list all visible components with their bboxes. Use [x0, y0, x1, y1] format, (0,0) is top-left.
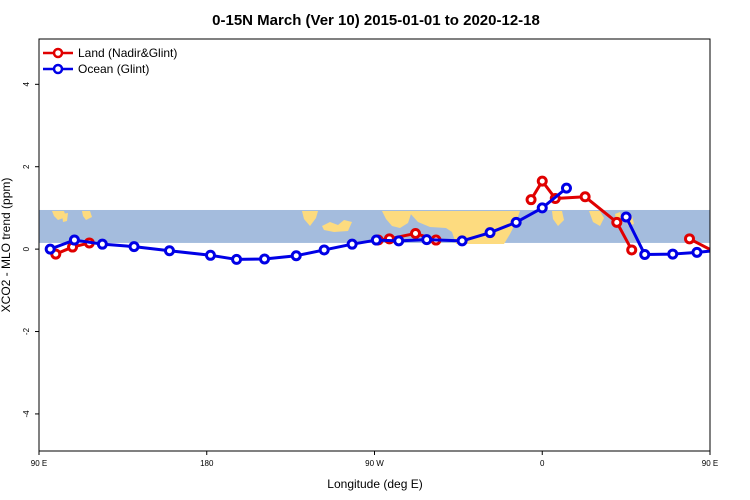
land-data-point — [410, 227, 422, 239]
ocean-data-point — [723, 246, 731, 254]
ocean-data-point — [691, 246, 703, 258]
land-data-point — [525, 194, 537, 206]
ocean-series-line-2 — [624, 216, 710, 256]
legend-label-ocean: Ocean (Glint) — [78, 62, 149, 76]
legend-marker-land — [52, 47, 64, 59]
map-land-3 — [82, 211, 92, 220]
map-land-5 — [322, 220, 352, 232]
y-tick-label: -2 — [22, 327, 31, 335]
y-tick-label: 2 — [22, 164, 31, 169]
ocean-data-point — [510, 216, 522, 228]
chart-title: 0-15N March (Ver 10) 2015-01-01 to 2020-… — [212, 12, 540, 29]
land-data-point — [713, 249, 721, 257]
ocean-data-point — [318, 244, 330, 256]
ocean-data-point — [393, 235, 405, 247]
legend-label-land: Land (Nadir&Glint) — [78, 46, 177, 60]
ocean-data-point — [346, 238, 358, 250]
series-layer — [44, 175, 738, 265]
ocean-data-point — [290, 250, 302, 262]
land-series-line-4 — [688, 237, 710, 252]
legend: Land (Nadir&Glint) Ocean (Glint) — [43, 46, 177, 76]
ocean-data-point — [484, 227, 496, 239]
map-land-4 — [302, 211, 318, 226]
x-tick-label: 180 — [200, 459, 214, 468]
x-tick-label: 90 E — [702, 459, 718, 468]
legend-item-land: Land (Nadir&Glint) — [43, 46, 177, 60]
y-tick-label: 4 — [22, 82, 31, 87]
x-tick-label: 90 E — [31, 459, 47, 468]
ocean-data-point — [639, 248, 651, 260]
ocean-data-point — [667, 248, 679, 260]
land-data-point — [579, 191, 591, 203]
x-axis-label: Longitude (deg E) — [327, 477, 422, 491]
land-data-point — [626, 244, 638, 256]
x-axis: 90 E 180 90 W 0 90 E — [31, 451, 718, 468]
x-tick-label: 0 — [540, 459, 545, 468]
y-tick-label: 0 — [22, 246, 31, 251]
map-land-2 — [62, 213, 68, 222]
ocean-data-point — [96, 238, 108, 250]
ocean-data-point — [128, 241, 140, 253]
y-tick-label: -4 — [22, 410, 31, 418]
ocean-data-point — [204, 249, 216, 261]
ocean-data-point — [421, 234, 433, 246]
land-data-point — [730, 243, 738, 251]
ocean-data-point — [231, 253, 243, 265]
land-data-point — [611, 216, 623, 228]
map-land-9 — [589, 211, 604, 226]
ocean-data-point — [620, 211, 632, 223]
ocean-data-point — [163, 245, 175, 257]
legend-marker-ocean — [52, 63, 64, 75]
x-tick-label: 90 W — [365, 459, 384, 468]
ocean-data-point — [456, 235, 468, 247]
land-data-point — [536, 175, 548, 187]
ocean-data-point — [259, 253, 271, 265]
map-land-8 — [552, 211, 564, 226]
land-data-point — [683, 233, 695, 245]
ocean-data-point — [536, 202, 548, 214]
map-land-6 — [382, 211, 412, 228]
ocean-data-point — [44, 243, 56, 255]
y-axis: -4 -2 0 2 4 — [22, 82, 39, 418]
legend-item-ocean: Ocean (Glint) — [43, 62, 149, 76]
ocean-data-point — [68, 234, 80, 246]
ocean-data-point — [560, 182, 572, 194]
y-axis-label: XCO2 - MLO trend (ppm) — [0, 178, 13, 313]
ocean-data-point — [370, 234, 382, 246]
